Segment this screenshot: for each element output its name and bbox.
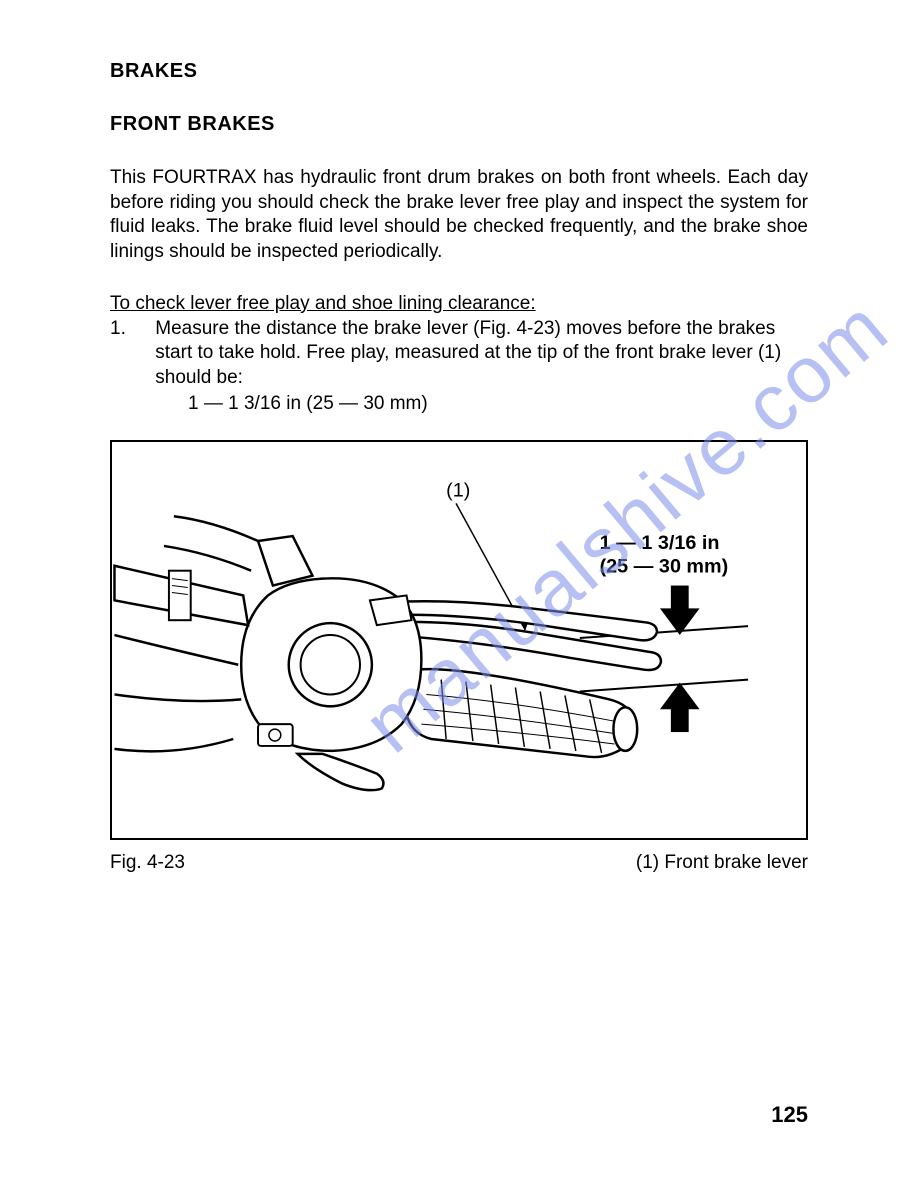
intro-paragraph: This FOURTRAX has hydraulic front drum b… xyxy=(110,166,808,265)
up-arrow-icon xyxy=(660,682,700,732)
figure-box: (1) 1 — 1 3/16 in (25 — 30 mm) xyxy=(110,440,808,840)
page-number: 125 xyxy=(771,1102,808,1128)
step-number: 1. xyxy=(110,317,150,342)
spec-line1: 1 — 1 3/16 in xyxy=(600,532,720,554)
switch-housing xyxy=(241,578,421,751)
figure-caption-right: (1) Front brake lever xyxy=(636,852,808,874)
figure-caption-row: Fig. 4-23 (1) Front brake lever xyxy=(110,852,808,874)
spec-line2: (25 — 30 mm) xyxy=(600,555,729,577)
subsection-heading: FRONT BRAKES xyxy=(110,113,808,136)
procedure-step: 1. Measure the distance the brake lever … xyxy=(110,317,808,391)
thumb-lever xyxy=(298,754,384,790)
figure-caption-left: Fig. 4-23 xyxy=(110,852,185,874)
down-arrow-icon xyxy=(660,585,700,635)
callout-label: (1) xyxy=(446,479,470,501)
lower-measure-line xyxy=(580,679,748,691)
measurement-value: 1 — 1 3/16 in (25 — 30 mm) xyxy=(188,393,808,415)
handlebar-grip xyxy=(407,669,638,757)
section-heading: BRAKES xyxy=(110,60,808,83)
step-text: Measure the distance the brake lever (Fi… xyxy=(155,317,805,391)
procedure-heading: To check lever free play and shoe lining… xyxy=(110,293,808,315)
handlebar-tube xyxy=(114,566,248,752)
brake-lever-diagram: (1) 1 — 1 3/16 in (25 — 30 mm) xyxy=(112,442,806,838)
